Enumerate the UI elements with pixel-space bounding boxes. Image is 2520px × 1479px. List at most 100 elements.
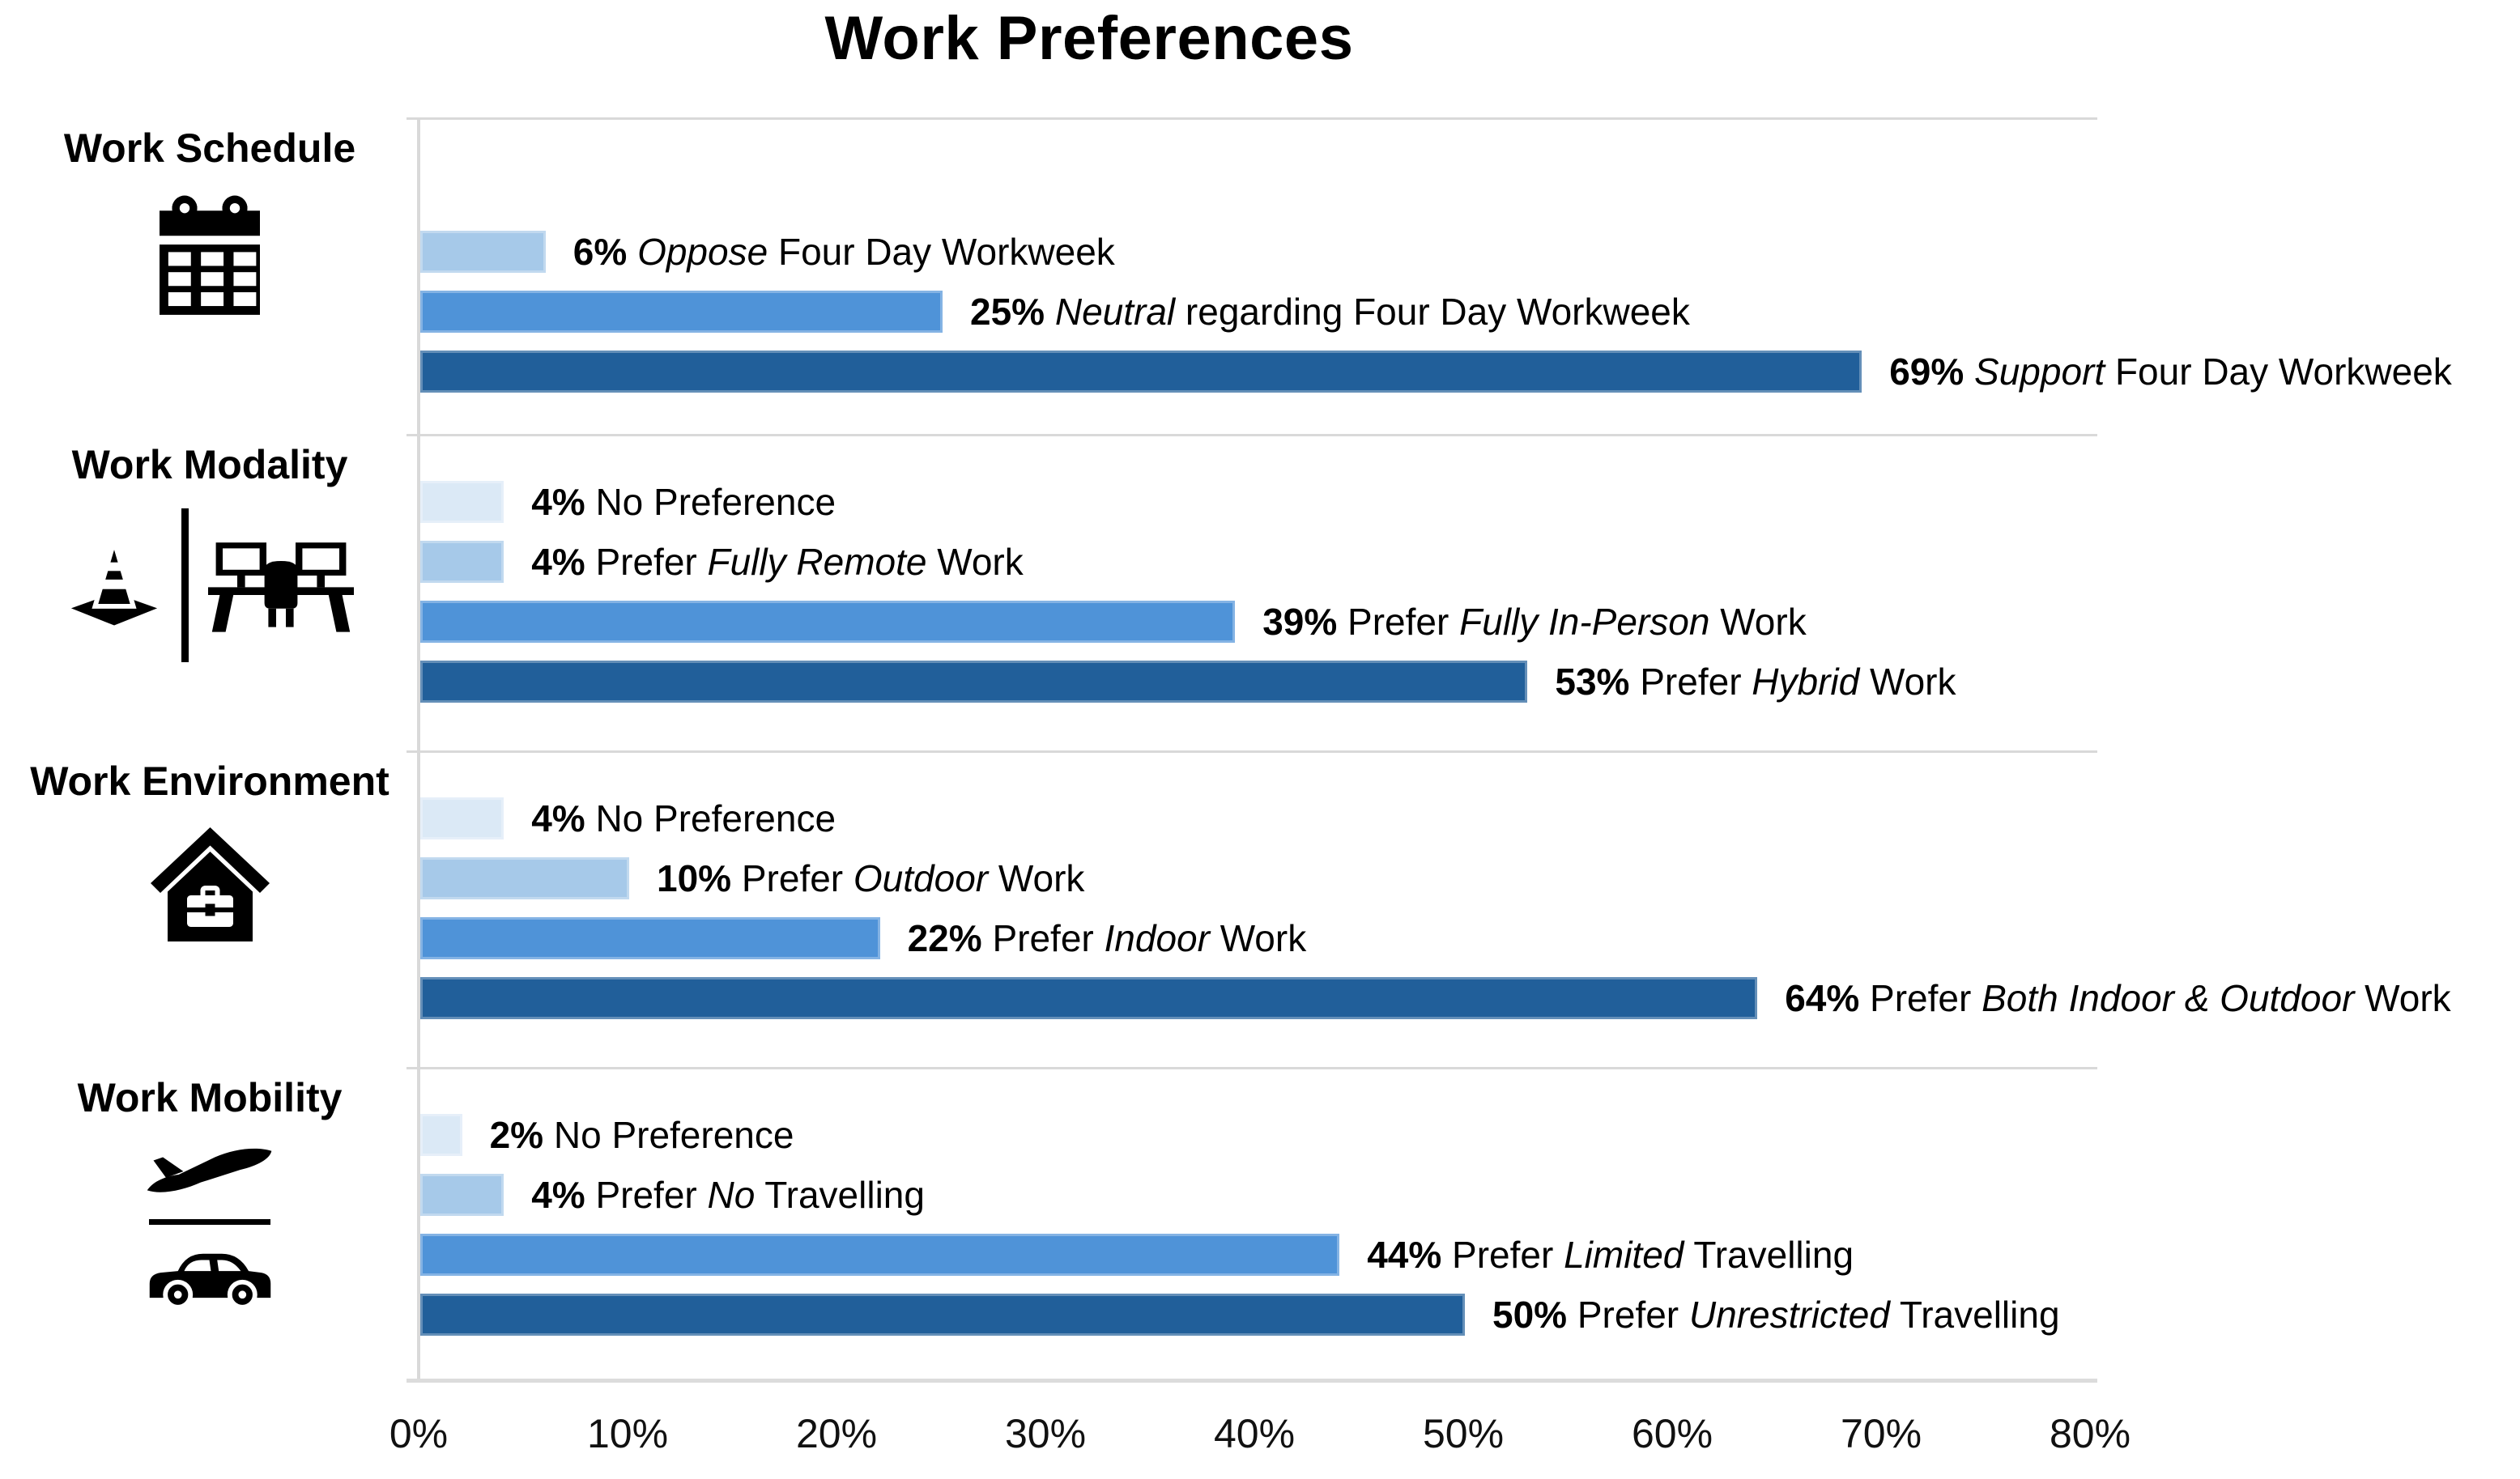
bar-label-segment: No Preference [585,481,836,523]
x-tick-label: 10% [586,1411,669,1456]
bar-label-segment: regarding Four Day Workweek [1175,291,1690,333]
bar-label-segment: Work [926,541,1024,583]
bar-row: 64% Prefer Both Indoor & Outdoor Work [420,977,2451,1019]
bar-label: 4% Prefer No Travelling [531,1173,925,1217]
bar-label-segment: Fully Remote [707,541,927,583]
bar-label-segment: 53% [1555,661,1630,703]
bar-label-segment: Four Day Workweek [768,231,1115,273]
bar-rows: 6% Oppose Four Day Workweek 25% Neutral … [420,118,2452,393]
bar-label: 4% No Preference [531,797,836,840]
bar-label-segment: Outdoor [853,857,989,899]
bar-row: 44% Prefer Limited Travelling [420,1234,2092,1276]
bar-label-segment: 4% [531,797,585,839]
work-modality-icon [66,508,354,662]
bar-label-segment: 4% [531,481,585,523]
bar-label-segment: Indoor [1104,917,1210,959]
bar [420,231,546,273]
bar-label-segment: Both Indoor & Outdoor [1982,977,2355,1019]
bar [420,1174,504,1216]
bar-label-segment: Work [1859,661,1956,703]
airplane-icon [147,1148,271,1192]
bar-row: 4% No Preference [420,481,2092,523]
bar-label-segment: Four Day Workweek [2105,351,2452,393]
section-divider [407,117,2097,120]
y-axis-line [417,118,420,1382]
bar-rows: 2% No Preference 4% Prefer No Travelling… [420,1068,2092,1336]
bar [420,661,1528,703]
category-section: Work Modality 4% No Preference 4% Prefe [0,434,2520,751]
section-divider [407,750,2097,753]
bar [420,1294,1465,1336]
section-divider [407,1067,2097,1069]
category-label: Work Modality [71,442,348,487]
bar-label-segment: Prefer [1337,601,1460,643]
separator-bar [181,508,189,662]
section-divider [407,434,2097,436]
x-tick-label: 50% [1422,1411,1505,1456]
bar-row: 22% Prefer Indoor Work [420,917,2092,959]
x-axis-line [407,1379,2097,1383]
bar-label-segment: 6% [573,231,628,273]
bar-label-segment: Work [1709,601,1807,643]
bar-label: 50% Prefer Unrestricted Travelling [1492,1293,2060,1337]
bar-row: 39% Prefer Fully In-Person Work [420,601,2092,643]
car-icon [149,1253,270,1310]
bar-label: 2% No Preference [490,1113,794,1157]
bar-label-segment: 64% [1785,977,1860,1019]
bar-label-segment: Support [1974,351,2105,393]
calendar-icon [160,195,260,315]
bar [420,601,1236,643]
x-tick-label: 60% [1631,1411,1713,1456]
bar-row: 4% Prefer Fully Remote Work [420,541,2092,583]
bar-label-segment: Work [2354,977,2451,1019]
bar-row: 69% Support Four Day Workweek [420,351,2452,393]
bar-row: 25% Neutral regarding Four Day Workweek [420,291,2092,333]
bar-label-segment: Prefer [981,917,1105,959]
bar-label-segment: No Preference [543,1114,794,1156]
x-tick-label: 30% [1004,1411,1087,1456]
bar [420,351,1862,393]
house-briefcase-icon [150,827,270,941]
bar-label-segment [627,231,637,273]
bar-label: 53% Prefer Hybrid Work [1555,660,1956,703]
bar-row: 50% Prefer Unrestricted Travelling [420,1294,2092,1336]
bar-label-segment: Neutral [1054,291,1176,333]
x-tick-label: 80% [2049,1411,2131,1456]
bar [420,291,943,333]
bar [420,481,504,523]
bar-label-segment: Hybrid [1752,661,1860,703]
icon-slot [139,1141,281,1311]
bar-label-segment: No [707,1174,756,1216]
x-tick-label: 40% [1213,1411,1296,1456]
bar-label: 39% Prefer Fully In-Person Work [1262,600,1807,644]
bar-label: 69% Support Four Day Workweek [1889,350,2452,393]
separator-line [149,1219,270,1225]
icon-slot [66,508,354,662]
bar-label-segment: 4% [531,541,585,583]
bar-row: 4% No Preference [420,797,2092,839]
bar-label-segment: Limited [1564,1234,1684,1276]
bar-label-segment: Travelling [1889,1294,2060,1336]
bar-label-segment: Work [1209,917,1307,959]
bar [420,857,629,899]
bar-row: 2% No Preference [420,1114,2092,1156]
bar-label: 6% Oppose Four Day Workweek [573,230,1115,274]
work-mobility-icon [139,1141,281,1311]
bar-row: 53% Prefer Hybrid Work [420,661,2092,703]
bar-label-segment: Prefer [1567,1294,1689,1336]
bar-label-segment: Travelling [755,1174,925,1216]
bar-label: 44% Prefer Limited Travelling [1367,1233,1854,1277]
bar-label-segment: 44% [1367,1234,1442,1276]
bar-rows: 4% No Preference 10% Prefer Outdoor Work… [420,751,2451,1019]
category-section: Work Environment 4% No Preference 10% Pr… [0,750,2520,1068]
bar-label-segment: Prefer [1441,1234,1564,1276]
bar-label: 25% Neutral regarding Four Day Workweek [970,290,1690,334]
sections: Work Schedule 6% Oppose Four Day Workwee… [0,117,2520,1384]
bar [420,917,880,959]
bar-label-segment: 2% [489,1114,544,1156]
bar-label-segment: Fully In-Person [1459,601,1710,643]
bar-label-segment: 50% [1492,1294,1568,1336]
category-label: Work Schedule [63,125,356,171]
bar-label-segment: Prefer [1859,977,1982,1019]
